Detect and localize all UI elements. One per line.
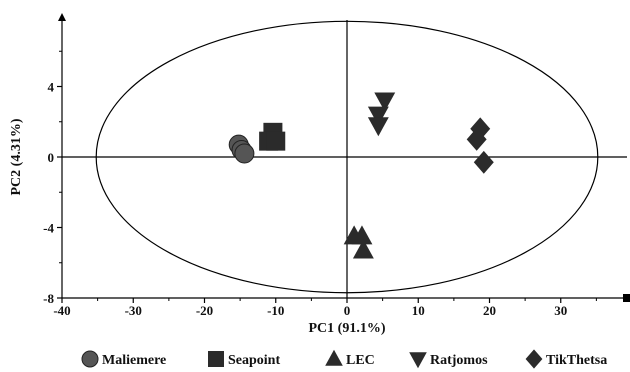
point-ratjomos (367, 106, 389, 126)
y-tick-label: -4 (43, 221, 54, 236)
x-tick-label: 30 (554, 303, 567, 318)
legend-marker-lec (325, 349, 343, 366)
x-tick-label: 10 (412, 303, 425, 318)
y-axis-arrow-icon (58, 13, 66, 21)
point-ratjomos (374, 92, 396, 112)
legend-marker-ratjomos (409, 352, 427, 369)
legend-marker-seapoint (208, 351, 224, 367)
legend-label: TikThetsa (546, 353, 607, 368)
point-tikthetsa (473, 150, 494, 174)
point-seapoint (266, 131, 286, 151)
x-tick-label: -30 (125, 303, 142, 318)
x-axis-end-marker (623, 294, 630, 302)
point-ratjomos (367, 117, 389, 137)
y-tick-label: -8 (43, 291, 54, 306)
legend-label: Maliemere (102, 353, 166, 368)
x-tick-label: -10 (267, 303, 284, 318)
legend-label: Seapoint (228, 353, 280, 368)
x-tick-label: 20 (483, 303, 496, 318)
y-tick-label: 0 (48, 150, 55, 165)
legend-label: Ratjomos (430, 353, 488, 368)
point-tikthetsa (466, 127, 487, 151)
x-tick-label: -20 (196, 303, 213, 318)
x-tick-label: -40 (53, 303, 70, 318)
legend-marker-tikthetsa (525, 349, 543, 369)
legend-label: LEC (346, 353, 375, 368)
y-tick-label: 4 (48, 80, 55, 95)
point-lec (351, 225, 373, 245)
y-axis-title: PC2 (4.31%) (9, 118, 24, 195)
point-lec (352, 239, 374, 259)
legend-marker-maliemere (81, 350, 99, 368)
point-maliemere (234, 143, 255, 164)
x-tick-label: 0 (344, 303, 351, 318)
x-axis-title: PC1 (91.1%) (309, 321, 386, 336)
